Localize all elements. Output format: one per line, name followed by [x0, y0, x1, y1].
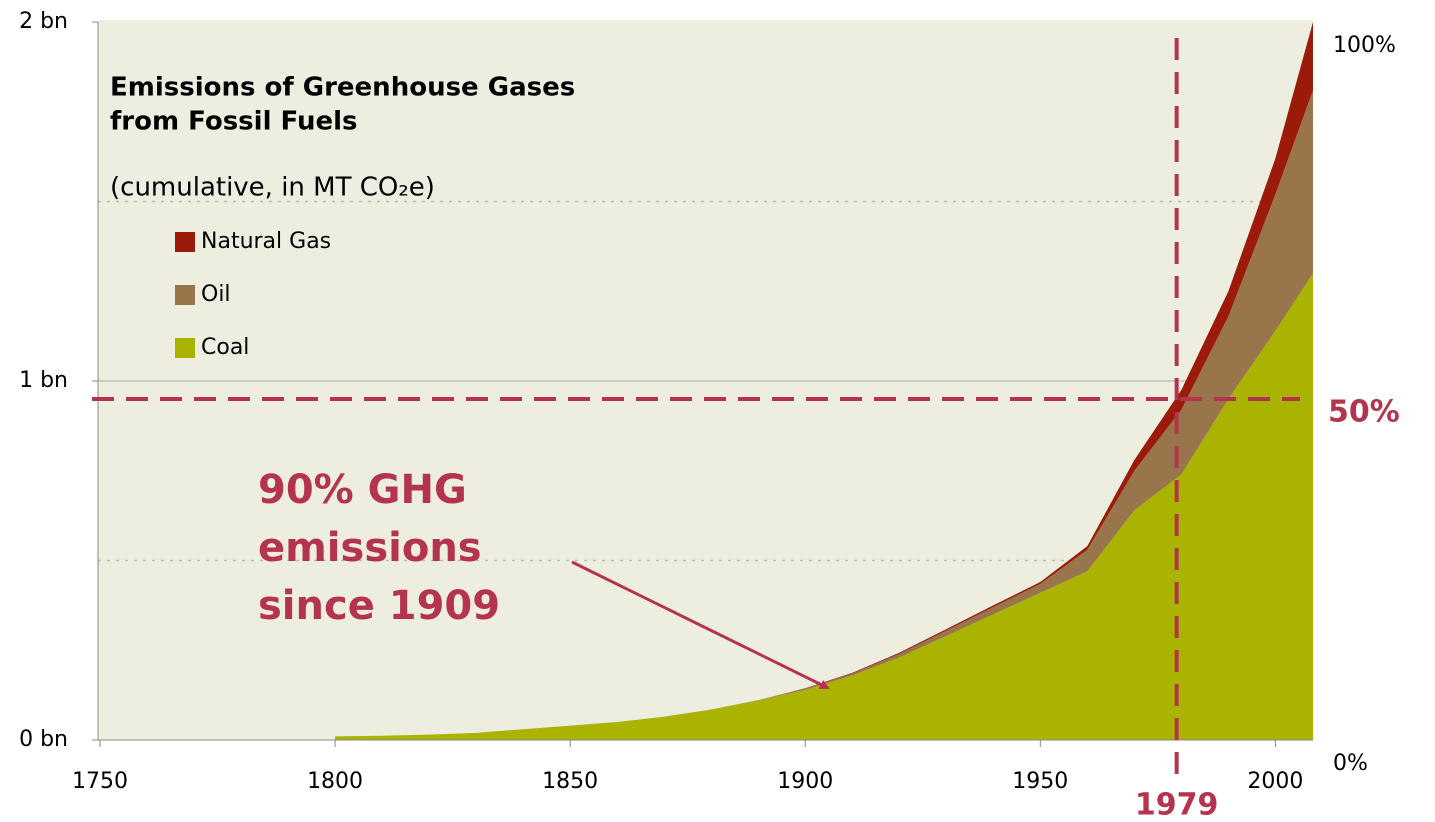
area — [335, 273, 1313, 740]
legend-swatch — [175, 232, 195, 252]
y-tick-label: 1 bn — [19, 368, 68, 393]
legend-swatch — [175, 338, 195, 358]
x-tick-label: 1900 — [777, 769, 833, 794]
x-tick-label: 1950 — [1012, 769, 1068, 794]
y2-tick-label: 100% — [1333, 33, 1396, 58]
chart-title: from Fossil Fuels — [110, 107, 358, 137]
x-tick-label: 1750 — [72, 769, 128, 794]
legend-label: Coal — [201, 335, 249, 360]
legend-label: Natural Gas — [201, 229, 331, 254]
reference-label-x: 1979 — [1135, 788, 1219, 822]
chart-subtitle: (cumulative, in MT CO₂e) — [110, 173, 435, 203]
y2-tick-label: 0% — [1333, 751, 1368, 776]
annotation-arrow — [571, 560, 830, 690]
legend-swatch — [175, 285, 195, 305]
x-tick-label: 1800 — [307, 769, 363, 794]
y-tick-label: 0 bn — [19, 727, 68, 752]
annotation: emissions — [258, 525, 482, 571]
y-tick-label: 2 bn — [19, 9, 68, 34]
annotation: since 1909 — [258, 583, 500, 629]
x-tick-label: 1850 — [542, 769, 598, 794]
reference-label-y: 50% — [1328, 394, 1400, 429]
area — [335, 90, 1313, 737]
chart-title: Emissions of Greenhouse Gases — [110, 73, 575, 103]
annotation: 90% GHG — [258, 467, 467, 513]
x-tick-label: 2000 — [1247, 769, 1303, 794]
legend-label: Oil — [201, 282, 231, 307]
